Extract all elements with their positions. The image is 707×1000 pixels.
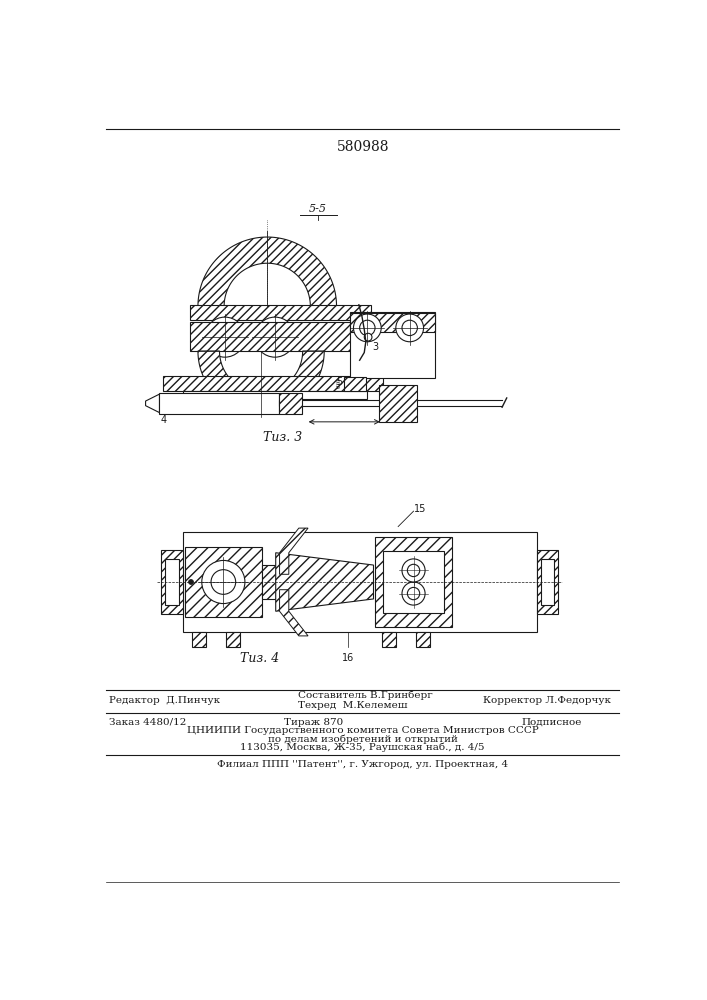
Text: 5: 5: [337, 377, 343, 387]
Text: Корректор Л.Федорчук: Корректор Л.Федорчук: [483, 696, 611, 705]
Text: Редактор  Д.Пинчук: Редактор Д.Пинчук: [110, 696, 221, 705]
Text: 3: 3: [372, 342, 378, 352]
Text: 5-5: 5-5: [309, 204, 327, 214]
Text: 580988: 580988: [337, 140, 389, 154]
Polygon shape: [198, 237, 337, 306]
Bar: [379, 385, 417, 422]
Bar: [416, 632, 430, 647]
Bar: [226, 632, 240, 647]
Bar: [182, 391, 368, 399]
Bar: [161, 550, 182, 614]
Bar: [262, 565, 276, 599]
Circle shape: [402, 559, 425, 582]
Circle shape: [402, 320, 417, 336]
Circle shape: [407, 564, 420, 577]
Circle shape: [407, 587, 420, 600]
Text: по делам изобретений и открытий: по делам изобретений и открытий: [268, 734, 457, 744]
Bar: [163, 376, 382, 391]
Bar: [279, 400, 382, 406]
Bar: [190, 322, 371, 351]
Bar: [375, 537, 452, 627]
Bar: [192, 632, 206, 647]
Circle shape: [354, 314, 381, 342]
Circle shape: [255, 317, 295, 357]
Bar: [541, 559, 554, 605]
Circle shape: [205, 317, 245, 357]
Circle shape: [364, 333, 372, 341]
Bar: [537, 550, 559, 614]
Text: Τиз. 3: Τиз. 3: [263, 431, 303, 444]
Text: 15: 15: [414, 504, 426, 514]
Text: Τиз. 4: Τиз. 4: [240, 652, 279, 666]
Text: Техред  М.Келемеш: Техред М.Келемеш: [298, 701, 407, 710]
Polygon shape: [279, 528, 308, 574]
Text: Филиал ППП ''Патент'', г. Ужгород, ул. Проектная, 4: Филиал ППП ''Патент'', г. Ужгород, ул. П…: [217, 760, 508, 769]
Circle shape: [201, 560, 245, 604]
Bar: [185, 547, 262, 617]
Text: 4: 4: [161, 415, 167, 425]
Circle shape: [211, 570, 235, 594]
Bar: [344, 377, 366, 391]
Bar: [182, 532, 537, 632]
Bar: [382, 551, 444, 613]
Text: 113035, Москва, Ж-35, Раушская наб., д. 4/5: 113035, Москва, Ж-35, Раушская наб., д. …: [240, 743, 485, 752]
Bar: [351, 312, 435, 378]
Text: Подписное: Подписное: [521, 718, 582, 727]
Circle shape: [264, 326, 286, 348]
Circle shape: [360, 320, 375, 336]
Text: Заказ 4480/12: Заказ 4480/12: [110, 718, 187, 727]
Circle shape: [396, 314, 423, 342]
Bar: [160, 393, 279, 414]
Polygon shape: [198, 351, 325, 414]
Polygon shape: [146, 394, 160, 413]
Bar: [190, 305, 371, 320]
Circle shape: [189, 580, 193, 584]
Text: Тираж 870: Тираж 870: [284, 718, 343, 727]
Bar: [382, 632, 396, 647]
Bar: [279, 393, 302, 414]
Bar: [351, 312, 435, 332]
Text: Составитель В.Гринберг: Составитель В.Гринберг: [298, 690, 433, 700]
Circle shape: [214, 326, 235, 348]
Bar: [165, 559, 179, 605]
Text: 16: 16: [342, 653, 354, 663]
Polygon shape: [276, 553, 373, 611]
Circle shape: [402, 582, 425, 605]
Polygon shape: [279, 590, 308, 636]
Text: ЦНИИПИ Государственного комитета Совета Министров СССР: ЦНИИПИ Государственного комитета Совета …: [187, 726, 539, 735]
